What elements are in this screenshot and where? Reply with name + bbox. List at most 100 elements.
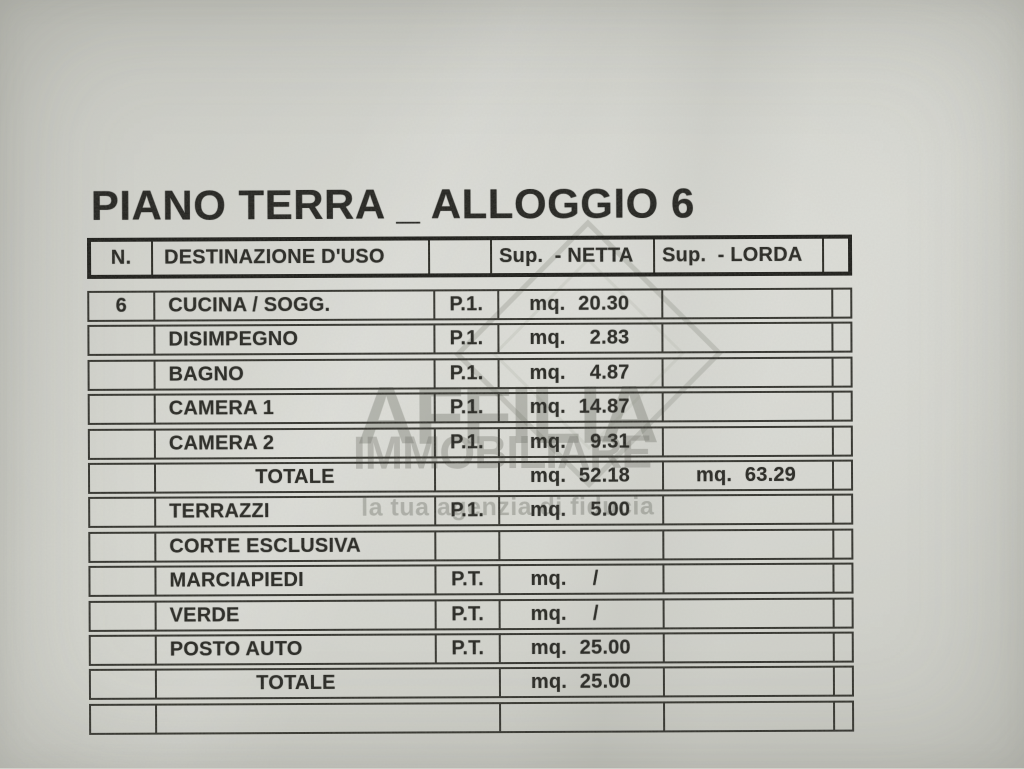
table-header-row: N. DESTINAZIONE D'USO Sup. - NETTA Sup. … bbox=[87, 235, 852, 279]
floor-cell: P.1. bbox=[436, 429, 500, 456]
sup-netta-cell: mq.9.31 bbox=[500, 428, 664, 456]
destination-cell: BAGNO bbox=[156, 360, 436, 388]
sup-lorda-cell: mq.63.29 bbox=[664, 462, 834, 490]
table-row: MARCIAPIEDI P.T. mq./ bbox=[88, 563, 853, 597]
row-number-cell bbox=[91, 602, 157, 629]
netta-unit: mq. bbox=[530, 499, 568, 522]
end-cell bbox=[835, 633, 856, 660]
row-number-cell bbox=[90, 533, 156, 560]
destination-cell: TOTALE bbox=[156, 463, 436, 491]
netta-unit: mq. bbox=[530, 430, 568, 453]
netta-unit: mq. bbox=[530, 568, 568, 591]
destination-cell: CORTE ESCLUSIVA bbox=[156, 532, 436, 560]
sup-netta-cell: mq.14.87 bbox=[500, 394, 664, 422]
netta-value: / bbox=[568, 568, 598, 591]
row-number-cell bbox=[90, 396, 156, 423]
row-number-cell bbox=[91, 637, 157, 664]
table-row bbox=[89, 700, 854, 734]
lorda-unit: mq. bbox=[696, 464, 734, 487]
floor-cell: P.1. bbox=[436, 360, 500, 387]
table-row: TOTALE mq.52.18 mq.63.29 bbox=[88, 460, 853, 494]
sup-netta-cell: mq./ bbox=[501, 600, 665, 628]
row-number-cell bbox=[90, 430, 156, 457]
end-cell bbox=[835, 668, 856, 695]
netta-unit: mq. bbox=[529, 327, 567, 350]
header-cell-n: N. bbox=[91, 242, 153, 275]
sup-lorda-cell bbox=[664, 358, 834, 386]
row-number-cell bbox=[91, 671, 157, 698]
destination-cell: TERRAZZI bbox=[156, 498, 436, 526]
table-row: POSTO AUTO P.T. mq.25.00 bbox=[89, 631, 854, 665]
lorda-value: 63.29 bbox=[734, 464, 796, 487]
netta-unit: mq. bbox=[530, 362, 568, 385]
header-cell-floor bbox=[430, 240, 492, 273]
row-number-cell bbox=[91, 705, 157, 732]
end-cell bbox=[834, 530, 855, 557]
table-row: TOTALE mq.25.00 bbox=[89, 666, 854, 700]
end-cell bbox=[834, 462, 855, 489]
row-number-cell bbox=[90, 499, 156, 526]
sup-netta-cell: mq.4.87 bbox=[500, 359, 664, 387]
netta-value: 2.83 bbox=[567, 327, 629, 350]
sup-netta-cell: mq.52.18 bbox=[500, 462, 664, 490]
floor-cell: P.T. bbox=[437, 635, 501, 662]
netta-unit: mq. bbox=[531, 637, 569, 660]
floor-cell: P.1. bbox=[436, 394, 500, 421]
sup-lorda-cell bbox=[664, 496, 834, 524]
sup-lorda-cell bbox=[665, 668, 835, 696]
netta-value: 20.30 bbox=[567, 293, 629, 316]
sup-lorda-cell bbox=[664, 393, 834, 421]
sup-netta-cell: mq.2.83 bbox=[499, 325, 663, 353]
sup-netta-cell: mq.20.30 bbox=[499, 290, 663, 318]
sup-lorda-cell bbox=[663, 324, 833, 352]
destination-cell bbox=[157, 704, 501, 733]
netta-value: 5.00 bbox=[568, 499, 630, 522]
sup-netta-cell: mq.5.00 bbox=[500, 497, 664, 525]
sup-netta-cell bbox=[500, 531, 664, 559]
table-row: CORTE ESCLUSIVA bbox=[88, 528, 853, 562]
document-title: PIANO TERRA _ ALLOGGIO 6 bbox=[91, 179, 695, 230]
header-cell-destination: DESTINAZIONE D'USO bbox=[153, 240, 430, 274]
netta-unit: mq. bbox=[531, 602, 569, 625]
sup-lorda-cell bbox=[665, 702, 835, 730]
destination-cell: CAMERA 2 bbox=[156, 429, 436, 457]
destination-cell: MARCIAPIEDI bbox=[156, 567, 436, 595]
netta-unit: mq. bbox=[530, 465, 568, 488]
floor-cell bbox=[436, 532, 500, 559]
sup-netta-cell: mq./ bbox=[500, 566, 664, 594]
header-cell-sup-netta: Sup. - NETTA bbox=[492, 239, 655, 273]
row-number-cell bbox=[90, 568, 156, 595]
table-row: VERDE P.T. mq./ bbox=[89, 597, 854, 631]
destination-cell: CAMERA 1 bbox=[156, 395, 436, 423]
end-cell bbox=[835, 702, 856, 729]
sup-lorda-cell bbox=[664, 565, 834, 593]
end-cell bbox=[834, 427, 855, 454]
table-row: DISIMPEGNO P.1. mq.2.83 bbox=[87, 322, 852, 356]
floor-cell: P.1. bbox=[435, 291, 499, 318]
row-number-cell bbox=[90, 361, 156, 388]
sup-netta-cell: mq.25.00 bbox=[501, 634, 665, 662]
row-number-cell bbox=[90, 465, 156, 492]
floor-cell: P.1. bbox=[435, 326, 499, 353]
destination-cell: CUCINA / SOGG. bbox=[155, 291, 435, 319]
sup-lorda-cell bbox=[665, 634, 835, 662]
floor-cell: P.1. bbox=[436, 497, 500, 524]
table-row: CAMERA 1 P.1. mq.14.87 bbox=[88, 391, 853, 425]
sup-lorda-cell bbox=[664, 427, 834, 455]
netta-unit: mq. bbox=[530, 396, 568, 419]
table-row: CAMERA 2 P.1. mq.9.31 bbox=[88, 425, 853, 459]
end-cell bbox=[833, 324, 854, 351]
floor-cell bbox=[436, 463, 500, 490]
sup-lorda-cell bbox=[664, 530, 834, 558]
row-number-cell: 6 bbox=[89, 293, 155, 320]
sup-lorda-cell bbox=[663, 290, 833, 318]
header-cell-sup-lorda: Sup. - LORDA bbox=[655, 239, 824, 273]
row-number-cell bbox=[89, 327, 155, 354]
end-cell bbox=[834, 393, 855, 420]
table-row: BAGNO P.1. mq.4.87 bbox=[88, 356, 853, 390]
table-row: 6 CUCINA / SOGG. P.1. mq.20.30 bbox=[87, 288, 852, 322]
destination-cell: DISIMPEGNO bbox=[155, 326, 435, 354]
netta-unit: mq. bbox=[531, 671, 569, 694]
sup-netta-cell bbox=[501, 703, 665, 731]
